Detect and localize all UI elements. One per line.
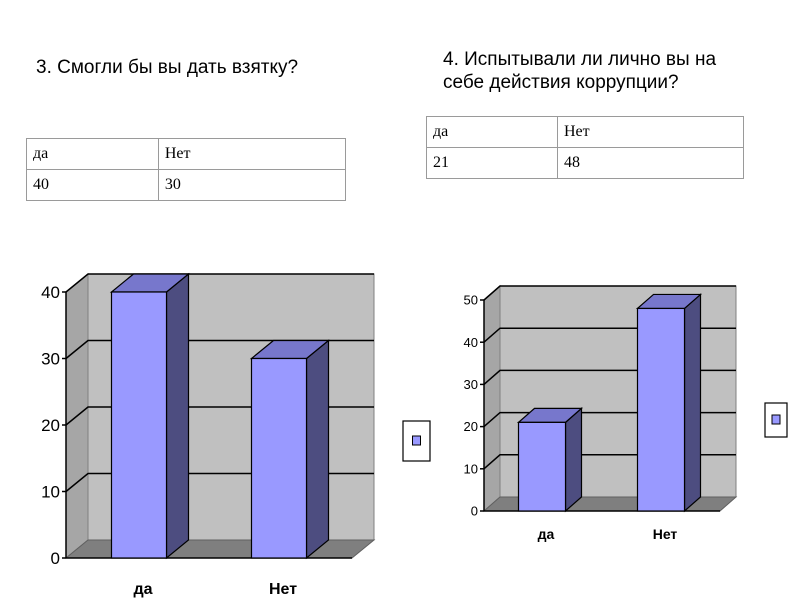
chart-legend: [764, 402, 788, 438]
y-tick-label: 30: [41, 349, 60, 368]
bar-side: [165, 272, 190, 560]
y-tick-label: 20: [464, 419, 478, 434]
bar-front: [517, 421, 567, 512]
x-category-label: Нет: [269, 581, 297, 598]
value-cell-no: 30: [157, 169, 347, 201]
y-tick-label: 10: [41, 482, 60, 501]
table-row: 21 48: [426, 147, 744, 179]
y-tick-label: 40: [41, 283, 60, 302]
question-2-line-2: себе действия коррупции?: [443, 72, 679, 93]
y-tick-label: 10: [464, 461, 478, 476]
table-row: да Нет: [26, 138, 347, 170]
legend-swatch: [771, 414, 781, 425]
header-cell-yes: да: [26, 138, 159, 170]
table-question-2: да Нет 21 48: [426, 116, 744, 179]
table-row: 40 30: [26, 169, 347, 201]
bar-да: [516, 407, 584, 513]
question-2-title: 4. Испытывали ли лично вы на себе действ…: [443, 48, 773, 94]
x-category-label: Нет: [653, 526, 678, 542]
question-1-title: 3. Смогли бы вы дать взятку?: [36, 57, 299, 78]
legend-swatch: [412, 435, 421, 446]
bar-Нет: [635, 293, 703, 513]
bar-chart-2: 0 10 20 30 40 50 да Нет: [464, 284, 788, 542]
header-cell-no: Нет: [557, 116, 744, 148]
y-tick-label: 30: [464, 377, 478, 392]
y-tick-label: 20: [41, 416, 60, 435]
bar-chart-1: 0 10 20 30 40 да Нет: [41, 272, 431, 598]
gridline: [483, 285, 736, 301]
bar-Нет: [249, 339, 331, 560]
gridline: [65, 273, 374, 293]
y-tick-label: 40: [464, 335, 478, 350]
table-row: да Нет: [426, 116, 744, 148]
bar-front: [110, 291, 168, 559]
bar-side: [564, 407, 583, 513]
chart-legend: [402, 420, 431, 462]
question-2-line-1: 4. Испытывали ли лично вы на: [443, 49, 717, 70]
bar-side: [305, 339, 330, 560]
table-question-1: да Нет 40 30: [26, 138, 347, 201]
x-category-label: да: [538, 526, 555, 542]
header-cell-no: Нет: [157, 138, 347, 170]
bar-front: [250, 357, 308, 559]
chart-side-wall: [483, 284, 501, 513]
value-cell-yes: 21: [426, 147, 558, 179]
x-category-label: да: [133, 581, 152, 598]
bar-да: [109, 272, 191, 560]
bar-side: [683, 293, 702, 513]
y-tick-label: 50: [464, 293, 478, 308]
bar-front: [636, 307, 686, 512]
y-tick-label: 0: [471, 504, 478, 519]
y-tick-label: 0: [51, 549, 60, 568]
value-cell-no: 48: [557, 147, 744, 179]
header-cell-yes: да: [426, 116, 558, 148]
